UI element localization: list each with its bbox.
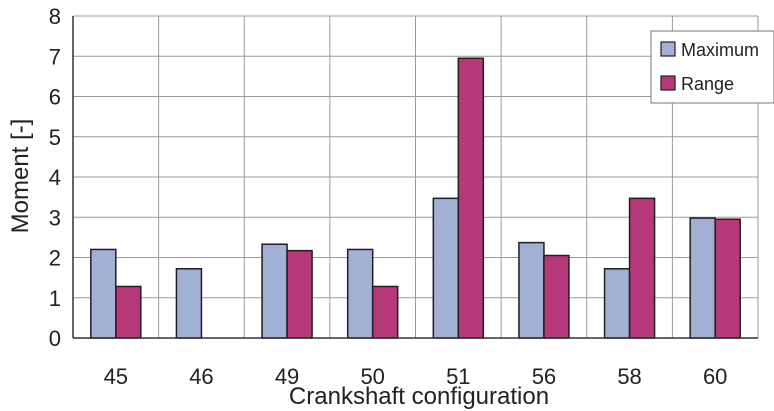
y-tick-label: 6	[49, 85, 61, 110]
axes-layer	[72, 16, 758, 339]
x-tick-label: 45	[104, 364, 128, 389]
legend-label-maximum: Maximum	[681, 40, 759, 60]
x-tick-label: 50	[360, 364, 384, 389]
bar-maximum-51	[432, 197, 460, 339]
y-tick-label: 5	[49, 125, 61, 150]
bar-maximum-49	[261, 243, 288, 339]
y-tick-label: 1	[49, 286, 61, 311]
x-tick-label: 51	[446, 364, 470, 389]
x-tick-label: 58	[617, 364, 641, 389]
y-tick-label: 3	[49, 205, 61, 230]
x-tick-label: 46	[189, 364, 213, 389]
bar-maximum-56	[518, 241, 545, 339]
bar-maximum-45	[90, 248, 117, 339]
legend-label-range: Range	[681, 74, 734, 94]
bar-range-56	[543, 254, 570, 339]
y-tick-label: 0	[49, 326, 61, 351]
x-tick-label: 60	[703, 364, 727, 389]
bar-maximum-50	[346, 248, 374, 339]
bar-range-60	[714, 218, 741, 339]
bar-range-58	[628, 197, 656, 339]
y-tick-label: 2	[49, 246, 61, 271]
x-tick-label: 56	[532, 364, 556, 389]
bars-layer	[90, 57, 741, 339]
legend: Maximum Range	[650, 30, 774, 104]
y-tick-label: 8	[49, 4, 61, 29]
bar-maximum-60	[689, 217, 716, 339]
y-axis-title: Moment [-]	[7, 119, 34, 234]
legend-swatch-maximum	[660, 41, 676, 57]
bar-range-51	[457, 57, 485, 339]
bar-range-45	[115, 285, 142, 339]
legend-swatch-range	[660, 75, 676, 91]
bar-maximum-46	[175, 268, 203, 339]
bar-range-49	[286, 249, 313, 339]
bar-maximum-58	[603, 268, 631, 339]
y-tick-label: 4	[49, 165, 61, 190]
x-axis-title: Crankshaft configuration	[289, 383, 549, 410]
y-tick-label: 7	[49, 44, 61, 69]
grid-layer	[72, 15, 759, 339]
bar-range-50	[371, 285, 399, 339]
x-tick-label: 49	[275, 364, 299, 389]
